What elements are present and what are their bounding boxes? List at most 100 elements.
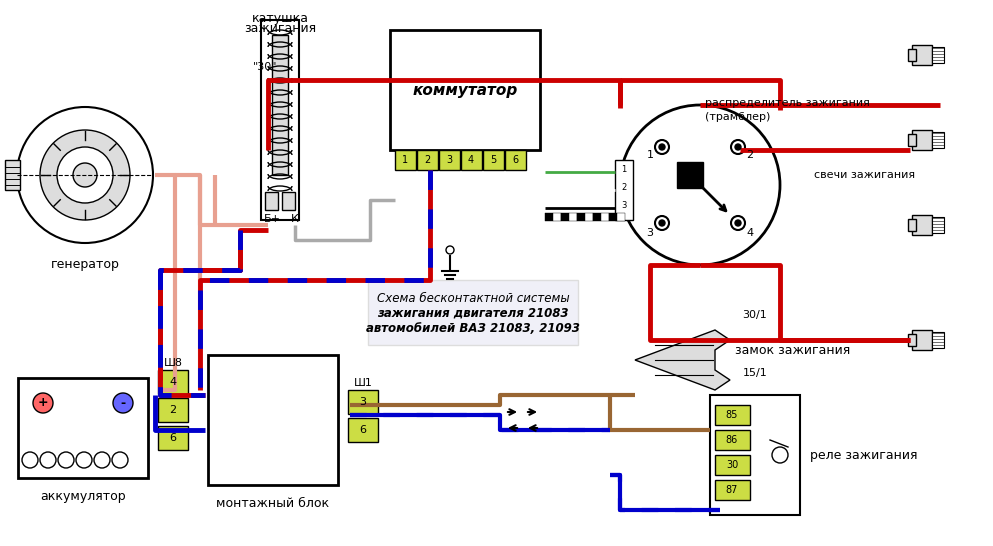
Text: -: - xyxy=(120,396,125,410)
Text: аккумулятор: аккумулятор xyxy=(40,490,126,503)
Text: +: + xyxy=(38,396,49,410)
Circle shape xyxy=(731,140,745,154)
Circle shape xyxy=(772,447,788,463)
Text: 1: 1 xyxy=(622,165,627,175)
Circle shape xyxy=(57,147,113,203)
Text: (трамблер): (трамблер) xyxy=(705,112,771,122)
Text: 30/1: 30/1 xyxy=(743,310,768,320)
Bar xyxy=(932,132,944,148)
Text: Схема бесконтактной системы: Схема бесконтактной системы xyxy=(376,292,569,305)
Bar xyxy=(348,390,378,414)
Text: К: К xyxy=(291,214,299,224)
Bar xyxy=(561,213,569,221)
Bar xyxy=(272,35,288,175)
Circle shape xyxy=(735,144,741,150)
Text: замок зажигания: замок зажигания xyxy=(735,343,850,357)
Bar xyxy=(908,134,916,146)
Circle shape xyxy=(731,216,745,230)
Bar xyxy=(158,398,188,422)
Bar xyxy=(710,395,800,515)
Bar xyxy=(715,480,750,500)
Text: коммутатор: коммутатор xyxy=(412,82,517,98)
Bar xyxy=(348,418,378,442)
Text: 3: 3 xyxy=(646,228,653,238)
Bar xyxy=(390,30,540,150)
Polygon shape xyxy=(635,330,730,390)
Circle shape xyxy=(17,107,153,243)
Text: 2: 2 xyxy=(747,150,754,160)
Bar xyxy=(585,213,593,221)
Text: зажигания двигателя 21083: зажигания двигателя 21083 xyxy=(377,307,569,320)
Bar xyxy=(912,330,932,350)
Text: 86: 86 xyxy=(726,435,738,445)
Circle shape xyxy=(735,220,741,226)
Bar xyxy=(18,378,148,478)
Text: 4: 4 xyxy=(170,377,177,387)
Bar xyxy=(461,150,482,170)
Text: генератор: генератор xyxy=(51,258,119,271)
Circle shape xyxy=(113,393,133,413)
Text: Б+: Б+ xyxy=(263,214,280,224)
Text: 3: 3 xyxy=(359,397,366,407)
Bar xyxy=(615,160,633,220)
Text: 6: 6 xyxy=(512,155,518,165)
Circle shape xyxy=(58,452,74,468)
Bar xyxy=(601,213,609,221)
Bar xyxy=(715,455,750,475)
Text: 2: 2 xyxy=(424,155,430,165)
Bar xyxy=(715,405,750,425)
Text: 6: 6 xyxy=(359,425,366,435)
Circle shape xyxy=(446,246,454,254)
Bar xyxy=(617,213,625,221)
Bar xyxy=(265,192,278,210)
Circle shape xyxy=(659,220,665,226)
Text: Ш8: Ш8 xyxy=(164,358,183,368)
Text: 1: 1 xyxy=(646,150,653,160)
Circle shape xyxy=(40,130,130,220)
Bar xyxy=(908,334,916,346)
Circle shape xyxy=(94,452,110,468)
Bar xyxy=(908,219,916,231)
Bar xyxy=(609,213,617,221)
Text: распределитель зажигания: распределитель зажигания xyxy=(705,98,870,108)
Bar xyxy=(593,213,601,221)
Bar xyxy=(483,150,504,170)
Text: монтажный блок: монтажный блок xyxy=(216,497,330,510)
Circle shape xyxy=(112,452,128,468)
Text: 85: 85 xyxy=(726,410,738,420)
Bar xyxy=(5,160,20,190)
Text: 3: 3 xyxy=(446,155,452,165)
Text: автомобилей ВАЗ 21083, 21093: автомобилей ВАЗ 21083, 21093 xyxy=(366,322,580,335)
Text: 4: 4 xyxy=(747,228,754,238)
Text: 1: 1 xyxy=(402,155,408,165)
Circle shape xyxy=(659,144,665,150)
Bar xyxy=(439,150,460,170)
Circle shape xyxy=(22,452,38,468)
Bar xyxy=(932,332,944,348)
Bar xyxy=(158,370,188,394)
Circle shape xyxy=(655,140,669,154)
Bar xyxy=(505,150,526,170)
Text: 30: 30 xyxy=(726,460,738,470)
Text: 3: 3 xyxy=(622,201,627,211)
Text: "30": "30" xyxy=(253,62,277,72)
Circle shape xyxy=(620,105,780,265)
Bar xyxy=(261,20,299,220)
Text: 5: 5 xyxy=(490,155,496,165)
Bar xyxy=(715,430,750,450)
Bar xyxy=(908,49,916,61)
Text: 6: 6 xyxy=(170,433,177,443)
Text: свечи зажигания: свечи зажигания xyxy=(814,170,915,180)
Bar xyxy=(158,426,188,450)
Bar xyxy=(553,213,561,221)
Text: реле зажигания: реле зажигания xyxy=(810,448,918,461)
Text: 2: 2 xyxy=(622,183,627,193)
Text: Ш1: Ш1 xyxy=(354,378,372,388)
Bar xyxy=(545,213,553,221)
Bar xyxy=(577,213,585,221)
Circle shape xyxy=(655,216,669,230)
Bar xyxy=(912,215,932,235)
Text: 15/1: 15/1 xyxy=(743,368,768,378)
Text: 4: 4 xyxy=(468,155,474,165)
Circle shape xyxy=(40,452,56,468)
